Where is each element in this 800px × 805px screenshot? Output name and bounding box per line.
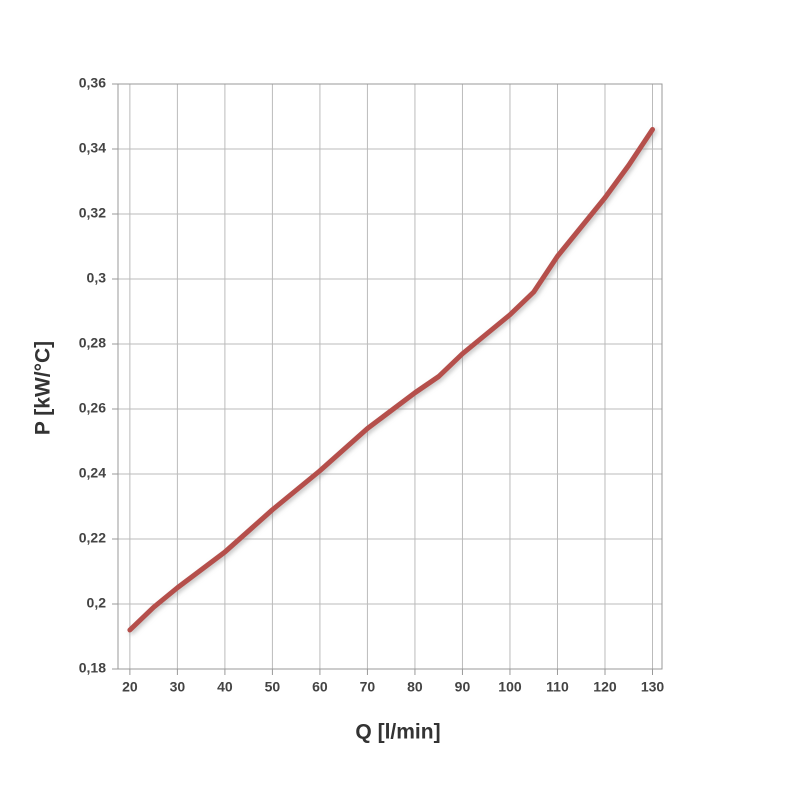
y-tick-label: 0,36	[79, 75, 106, 91]
y-tick-label: 0,3	[87, 270, 107, 286]
y-tick-label: 0,2	[87, 595, 107, 611]
x-tick-label: 120	[593, 679, 617, 695]
x-tick-label: 60	[312, 679, 328, 695]
x-axis-title: Q [l/min]	[355, 721, 440, 744]
data-line	[127, 127, 655, 633]
y-tick-label: 0,18	[79, 660, 106, 676]
x-tick-label: 30	[170, 679, 186, 695]
x-tick-label: 80	[407, 679, 423, 695]
y-axis-title: P [kW/°C]	[32, 341, 55, 435]
x-tick-label: 50	[265, 679, 281, 695]
x-tick-label: 130	[641, 679, 665, 695]
x-tick-label: 40	[217, 679, 233, 695]
y-tick-label: 0,32	[79, 205, 106, 221]
x-tick-label: 20	[122, 679, 138, 695]
x-tick-label: 70	[360, 679, 376, 695]
x-tick-label: 90	[455, 679, 471, 695]
y-tick-label: 0,26	[79, 400, 106, 416]
x-tick-label: 100	[498, 679, 522, 695]
x-tick-label: 110	[546, 679, 569, 695]
y-tick-label: 0,24	[79, 465, 106, 481]
y-tick-label: 0,28	[79, 335, 106, 351]
y-tick-label: 0,22	[79, 530, 106, 546]
plot-frame	[117, 83, 663, 670]
y-tick-label: 0,34	[79, 140, 106, 156]
